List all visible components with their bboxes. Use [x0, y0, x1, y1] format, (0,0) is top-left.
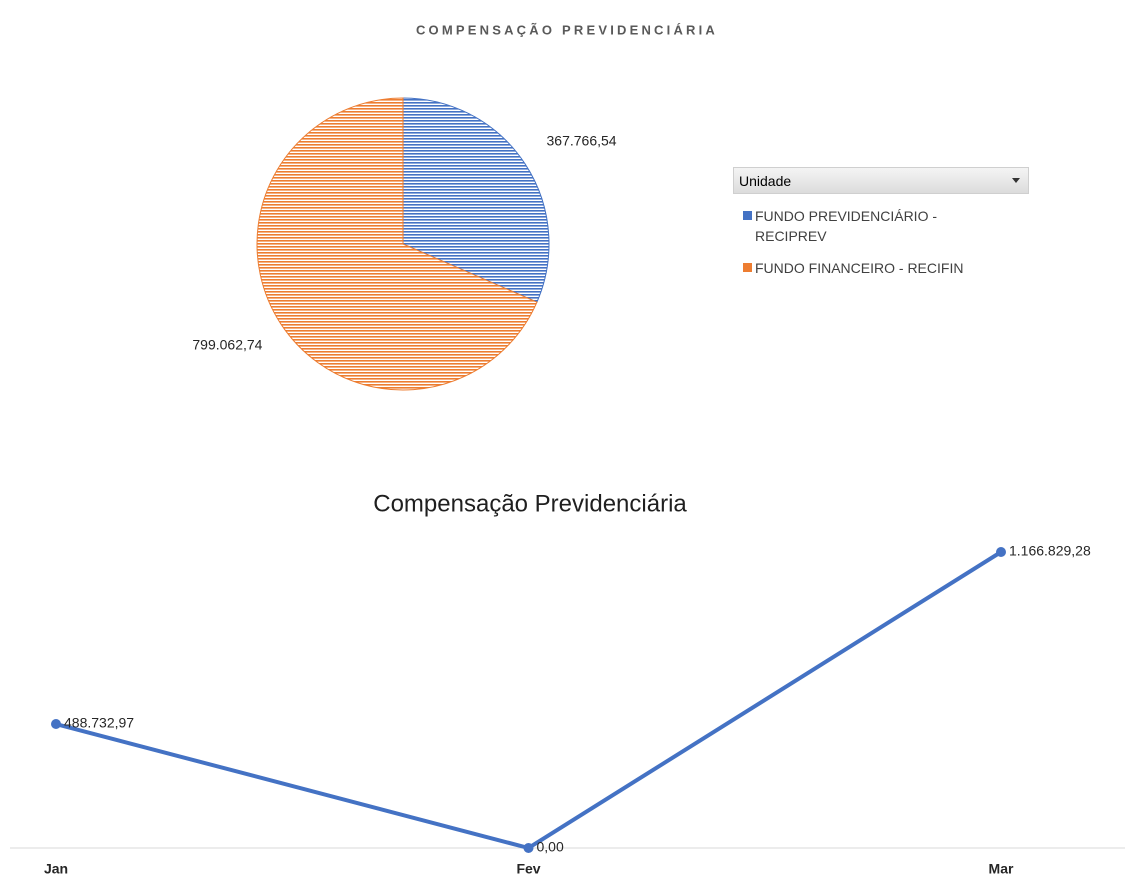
data-label: 367.766,54 — [547, 133, 617, 149]
pie-slice — [256, 97, 538, 391]
pie-title: COMPENSAÇÃO PREVIDENCIÁRIA — [416, 22, 718, 37]
line-title: Compensação Previdenciária — [373, 490, 687, 517]
data-label: 488.732,97 — [64, 715, 134, 731]
dropdown-arrow[interactable] — [1012, 178, 1020, 183]
line-point — [51, 719, 61, 730]
data-label: 0,00 — [537, 839, 564, 855]
legend-filter[interactable]: Unidade — [733, 167, 1029, 194]
legend-title: Unidade — [739, 172, 792, 189]
line-point — [523, 843, 534, 853]
x-tick-label: Jan — [44, 861, 68, 877]
pie-slice — [402, 97, 550, 303]
line-point — [996, 547, 1006, 557]
legend-label: FUNDO PREVIDENCIÁRIO - RECIPREV — [755, 208, 938, 244]
legend: Unidade FUNDO PREVIDENCIÁRIO - RECIPREV F… — [733, 167, 1029, 278]
line-series — [55, 550, 1003, 851]
legend-item[interactable]: FUNDO FINANCEIRO - RECIFIN — [733, 258, 1003, 278]
data-label: 1.166.829,28 — [1009, 543, 1091, 559]
x-tick-label: Fev — [516, 861, 540, 877]
legend-swatch — [743, 211, 752, 220]
data-label: 799.062,74 — [192, 337, 262, 353]
legend-label: FUNDO FINANCEIRO - RECIFIN — [755, 260, 964, 276]
legend-swatch — [743, 263, 752, 272]
x-tick-label: Mar — [989, 861, 1014, 877]
legend-items: FUNDO PREVIDENCIÁRIO - RECIPREV FUNDO FIN… — [733, 206, 1029, 278]
legend-item[interactable]: FUNDO PREVIDENCIÁRIO - RECIPREV — [733, 206, 1003, 246]
